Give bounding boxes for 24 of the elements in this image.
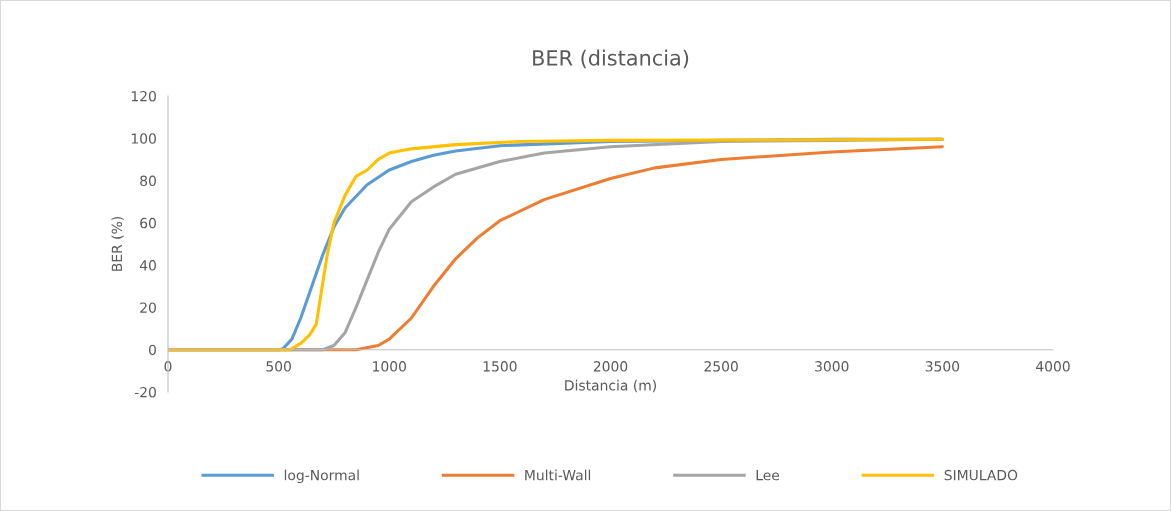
legend-label: Lee <box>756 470 780 481</box>
y-tick-label: 60 <box>140 217 156 229</box>
x-tick-label: 0 <box>164 361 172 372</box>
legend-label: Multi-Wall <box>525 469 591 481</box>
x-tick-label: 2500 <box>704 361 738 372</box>
y-tick-label: 80 <box>140 175 156 187</box>
x-tick-label: 4000 <box>1036 361 1070 372</box>
legend-label: log-Normal <box>284 469 359 484</box>
x-tick-label: 3500 <box>925 361 960 372</box>
y-tick-label: 0 <box>148 344 156 356</box>
x-tick-label: 1000 <box>373 361 406 372</box>
y-tick-label: 120 <box>131 90 156 102</box>
y-axis-title: BER (%) <box>111 216 124 271</box>
x-tick-label: 3000 <box>815 361 849 372</box>
legend-label: SIMULADO <box>944 469 1018 481</box>
y-tick-label: 20 <box>140 302 156 313</box>
y-tick-label: 100 <box>131 133 156 144</box>
y-tick-label: -20 <box>134 386 156 398</box>
x-axis-title: Distancia (m) <box>565 379 656 393</box>
y-tick-label: 40 <box>139 260 156 271</box>
x-tick-label: 500 <box>266 361 291 372</box>
x-tick-label: 2000 <box>593 361 628 372</box>
chart-title: BER (distancia) <box>533 49 689 69</box>
x-tick-label: 1500 <box>483 361 517 372</box>
